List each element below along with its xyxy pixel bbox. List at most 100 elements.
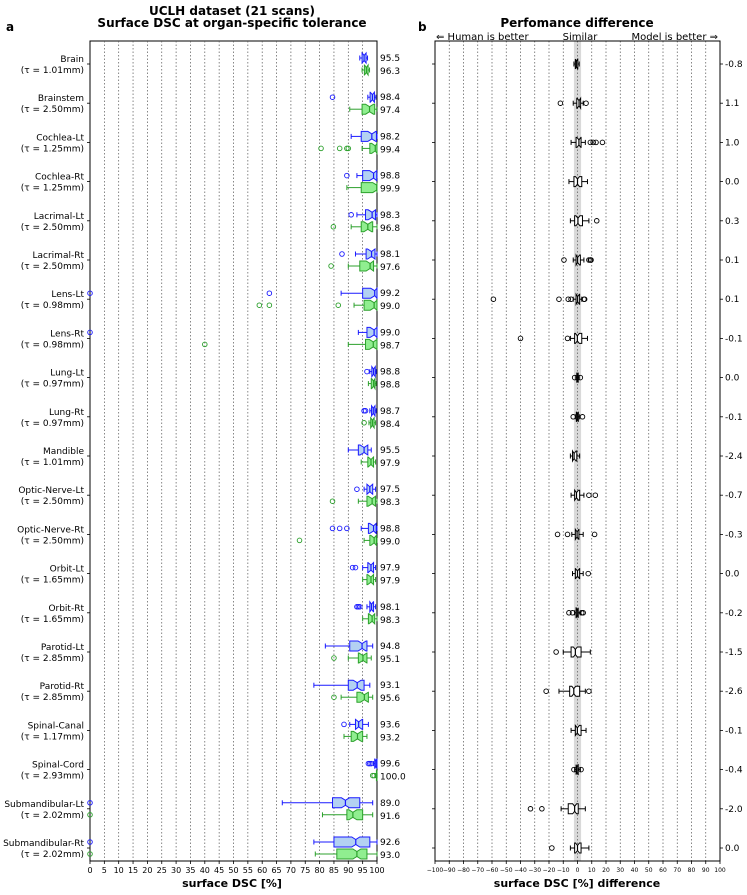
model-median-label: 95.1 [380,655,400,665]
model-median-label: 97.9 [380,459,400,469]
organ-tolerance: (τ = 2.85mm) [21,654,84,664]
diff-median-label: -2.0 [725,805,743,815]
human-box-outlier [87,290,93,296]
model-box [361,416,377,430]
human-box [359,51,369,65]
human-median-label: 98.8 [380,524,400,534]
panel-b-xtick-label: −40 [514,867,527,874]
diff-box [570,411,586,422]
human-median-label: 92.6 [380,838,400,848]
organ-label: Lacrimal-Rt [33,251,85,261]
human-box [348,208,378,221]
diff-box [566,607,586,619]
human-median-label: 99.0 [380,328,400,338]
human-median-label: 89.0 [380,799,400,809]
model-box [331,691,374,703]
organ-tolerance: (τ = 2.50mm) [21,105,84,115]
diff-median-label: 0.1 [725,256,739,266]
human-box-outlier [87,800,93,806]
human-box [344,169,378,182]
organ-tolerance: (τ = 2.02mm) [21,811,84,821]
diff-box-outlier [586,688,592,694]
human-median-label: 98.8 [380,368,400,378]
diff-box-outlier [568,296,574,302]
model-box [369,770,378,782]
diff-median-label: -2.6 [725,687,743,697]
diff-median-label: 0.0 [725,374,740,384]
panel-a-xtick-label: 25 [157,866,167,875]
model-median-label: 95.6 [380,694,400,704]
organ-tolerance: (τ = 2.50mm) [21,536,84,546]
model-median-label: 98.8 [380,381,400,391]
human-median-label: 98.1 [380,250,400,260]
diff-median-label: -0.1 [725,413,743,423]
model-box-box [366,573,375,586]
model-box-outlier [318,145,324,152]
organ-tolerance: (τ = 1.17mm) [21,732,84,742]
panel-a-xtick-label: 10 [114,866,124,875]
model-box-outlier [328,263,334,269]
human-box [339,248,378,260]
diff-median-label: -2.4 [725,452,743,462]
panel-a-xtick-label: 50 [228,866,238,875]
panel-b-header-mid: Similar [563,32,599,43]
panel-b-xtick-label: 100 [714,867,726,874]
diff-median-label: -0.4 [725,766,743,776]
panel-b-xtick-label: 30 [616,867,624,874]
diff-median-label: -0.1 [725,334,743,344]
model-median-label: 99.0 [380,302,400,312]
model-box [318,141,378,156]
diff-box-outlier [579,414,586,420]
organ-label: Brain [60,55,84,65]
panel-b-xtick-label: −100 [427,867,444,874]
panel-b-letter: b [418,20,427,34]
human-box-box [333,836,371,848]
diff-box-outlier [587,139,594,146]
model-box-outlier [87,851,93,857]
human-box-outlier [368,760,375,767]
model-box-outlier [330,224,337,230]
diff-median-label: -0.7 [725,491,743,501]
panel-a-xtick-label: 15 [128,866,138,875]
diff-box-outlier [571,374,578,381]
diff-box [517,332,588,344]
organ-label: Lung-Lt [50,369,84,379]
organ-tolerance: (τ = 1.65mm) [21,576,84,586]
organ-label: Orbit-Lt [50,565,85,575]
human-median-label: 93.6 [380,720,400,730]
model-box [87,809,374,821]
human-median-label: 98.1 [380,603,400,613]
human-box [87,797,374,809]
organ-tolerance: (τ = 1.65mm) [21,615,84,625]
organ-label: Cochlea-Lt [36,133,84,143]
panel-b-xlabel: surface DSC [%] difference [494,877,660,890]
model-box [360,455,377,469]
human-median-label: 97.9 [380,564,400,574]
diff-box-outlier [564,335,571,342]
human-box-box [366,326,378,339]
human-box-box [362,169,378,182]
diff-box-outlier [591,531,598,538]
diff-box-outlier [581,296,588,302]
model-box [349,103,378,115]
model-box-box [369,141,378,156]
model-median-label: 99.0 [380,537,400,547]
panel-b-xtick-label: 70 [673,867,681,874]
panel-a-xtick-label: 65 [271,866,281,875]
organ-tolerance: (τ = 2.50mm) [21,223,84,233]
model-box-box [363,299,378,312]
human-median-label: 95.5 [380,54,400,64]
organ-tolerance: (τ = 0.98mm) [21,301,84,311]
human-box-outlier [336,525,343,532]
panel-a-title-line2: Surface DSC at organ-specific tolerance [97,16,366,30]
human-median-label: 98.7 [380,407,400,417]
diff-box-outlier [554,531,561,538]
diff-box [549,842,590,854]
human-box-box [332,797,361,809]
model-box-box [366,495,377,508]
model-box [330,221,378,233]
organ-label: Spinal-Cord [32,761,84,771]
human-box [87,286,378,300]
human-box [87,326,378,339]
model-box-outlier [202,341,208,348]
